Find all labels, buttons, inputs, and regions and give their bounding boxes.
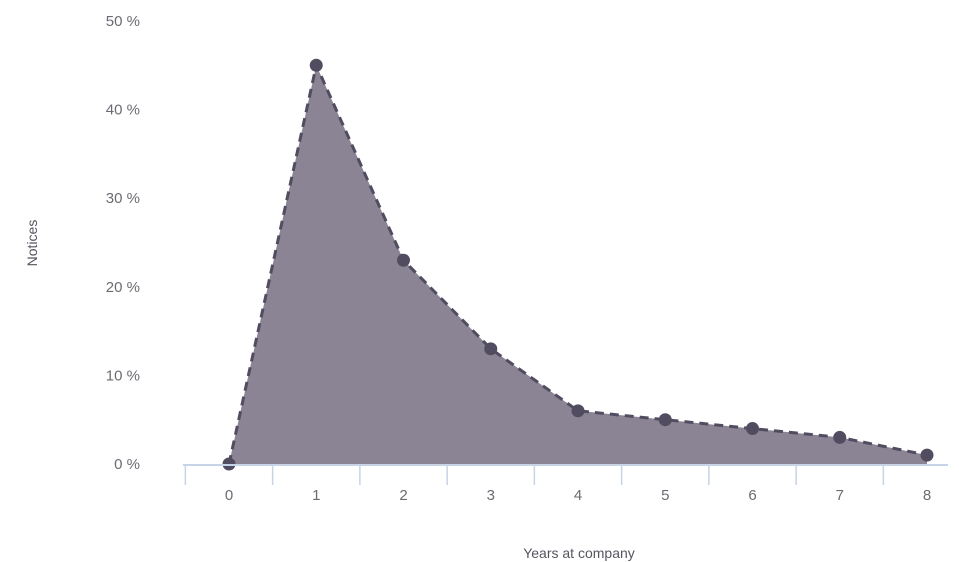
x-axis: 0 1 2 3 4 5 6 7 8 — [183, 464, 948, 504]
y-tick-label: 40 % — [106, 102, 140, 119]
data-point — [833, 430, 847, 444]
y-axis-title: Notices — [24, 220, 40, 267]
data-point — [658, 413, 672, 427]
series-area — [229, 65, 927, 465]
data-point — [571, 404, 585, 418]
plot-area — [222, 58, 934, 471]
x-tick-label: 3 — [487, 487, 495, 504]
x-tick-label: 5 — [661, 487, 669, 504]
y-tick-label: 0 % — [114, 456, 140, 473]
x-tick-label: 4 — [574, 487, 582, 504]
y-tick-label: 20 % — [106, 279, 140, 296]
x-tick-label: 2 — [399, 487, 407, 504]
x-tick-label: 6 — [748, 487, 756, 504]
y-tick-label: 50 % — [106, 13, 140, 30]
y-axis-ticks: 0 % 10 % 20 % 30 % 40 % 50 % — [106, 13, 140, 473]
x-tick-label: 0 — [225, 487, 233, 504]
data-point — [920, 448, 934, 462]
y-tick-label: 10 % — [106, 367, 140, 384]
series-line — [227, 63, 928, 465]
x-tick-label: 7 — [836, 487, 844, 504]
x-tick-label: 1 — [312, 487, 320, 504]
data-point — [309, 58, 323, 72]
y-tick-label: 30 % — [106, 190, 140, 207]
data-point — [746, 422, 759, 436]
x-axis-title: Years at company — [523, 545, 635, 561]
data-point — [484, 342, 498, 356]
data-point — [397, 253, 410, 267]
x-tick-label: 8 — [923, 487, 931, 504]
